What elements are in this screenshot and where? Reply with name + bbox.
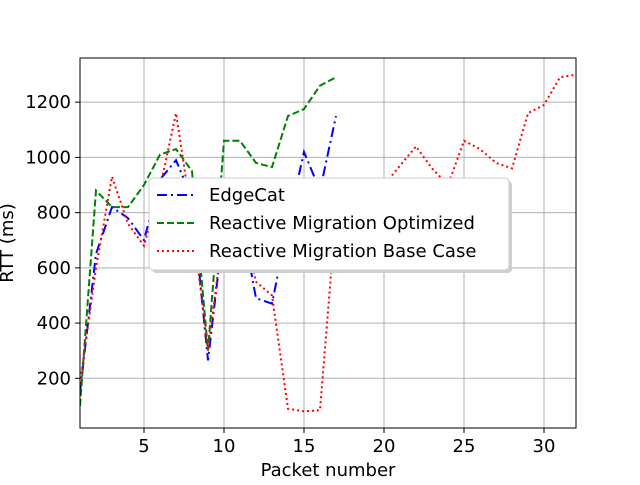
legend-label-3: Reactive Migration Base Case xyxy=(209,241,476,262)
x-tick-label: 25 xyxy=(453,436,476,457)
y-tick-label: 200 xyxy=(37,368,71,389)
legend-label-2: Reactive Migration Optimized xyxy=(209,213,475,234)
y-tick-label: 1200 xyxy=(25,92,71,113)
x-tick-label: 30 xyxy=(533,436,556,457)
series-line-3 xyxy=(80,73,576,413)
y-tick-label: 800 xyxy=(37,203,71,224)
y-tick-label: 600 xyxy=(37,258,71,279)
x-tick-label: 20 xyxy=(373,436,396,457)
legend-box xyxy=(148,177,510,271)
ticks: 5 10 15 20 25 30 200 400 600 800 1000 1200 xyxy=(25,92,555,457)
series-line-2 xyxy=(80,76,337,406)
x-tick-label: 5 xyxy=(138,436,149,457)
legend-label-1: EdgeCat xyxy=(209,185,285,206)
y-tick-label: 400 xyxy=(37,313,71,334)
y-tick-label: 1000 xyxy=(25,147,71,168)
x-axis-label: Packet number xyxy=(261,460,396,480)
y-axis-label: RTT (ms) xyxy=(0,203,18,283)
x-tick-label: 10 xyxy=(213,436,236,457)
x-tick-label: 15 xyxy=(293,436,316,457)
plot-frame xyxy=(79,57,577,429)
legend: EdgeCat Reactive Migration Optimized React… xyxy=(148,177,512,273)
